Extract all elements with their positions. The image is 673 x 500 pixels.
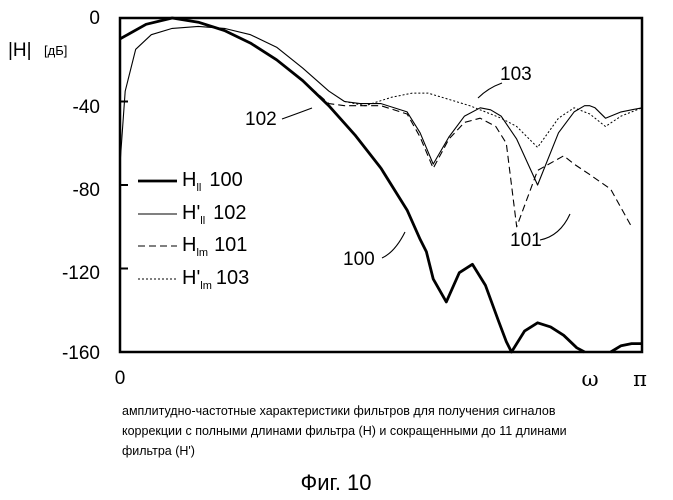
series-line-hll [119, 16, 586, 354]
y-axis-unit: [дБ] [44, 43, 67, 58]
legend-hll-base: H [182, 169, 196, 191]
y-tick-label-0: 0 [89, 8, 100, 29]
legend-hll-prime-mark: ' [196, 202, 200, 224]
legend-entry-hlm: Hlm 101 [182, 234, 247, 259]
legend-entry-hll: Hll 100 [182, 169, 243, 194]
annotation-102: 102 [245, 109, 277, 130]
legend-hll-prime-base: H [182, 202, 196, 224]
legend-hlm-prime-sub: lm [200, 280, 212, 292]
leader-line-103 [477, 82, 503, 99]
legend-entry-hll-prime: H'll 102 [182, 202, 247, 227]
caption-line-3: фильтра (H') [122, 444, 195, 458]
caption-line-2: коррекции с полными длинами фильтра (H) … [122, 424, 567, 438]
legend-hlm-base: H [182, 234, 196, 256]
legend-entry-hlm-prime: H'lm 103 [182, 267, 249, 292]
y-tick-label-40: -40 [73, 97, 100, 118]
x-origin-label: 0 [115, 368, 126, 389]
y-tick-label-80: -80 [73, 180, 100, 201]
legend-hll-prime-ref: 102 [213, 202, 246, 224]
y-tick-label-120: -120 [62, 263, 100, 284]
legend-hll-sub: ll [196, 182, 201, 194]
legend-hll-ref: 100 [209, 169, 242, 191]
legend-hlm-prime-mark: ' [196, 267, 200, 289]
figure-label: Фиг. 10 [300, 470, 371, 495]
y-tick-label-160: -160 [62, 343, 100, 364]
legend-hll-prime-sub: ll [200, 215, 205, 227]
series-line-hll_tail [609, 342, 642, 354]
series-line-hlm [198, 21, 633, 228]
annotation-leaders [281, 82, 571, 259]
legend-hlm-ref: 101 [214, 234, 247, 256]
legend-lines [138, 179, 177, 280]
curves [119, 16, 643, 354]
caption-line-1: амплитудно-частотные характеристики филь… [122, 404, 556, 418]
y-axis-label: |H| [8, 40, 32, 61]
annotation-101: 101 [510, 230, 542, 251]
plot-area [118, 16, 644, 354]
legend-hlm-prime-ref: 103 [216, 267, 249, 289]
leader-line-100 [381, 231, 406, 259]
annotation-100: 100 [343, 249, 375, 270]
x-omega-label: ω [581, 367, 598, 391]
legend-hlm-sub: lm [196, 247, 208, 259]
axis-ticks [120, 17, 128, 353]
series-line-hlm_p [344, 92, 643, 148]
annotation-103: 103 [500, 64, 532, 85]
x-pi-label: π [633, 367, 647, 391]
legend-hlm-prime-base: H [182, 267, 196, 289]
leader-line-102 [281, 107, 313, 120]
series-line-hll_p [119, 25, 643, 186]
leader-line-101 [539, 213, 571, 241]
